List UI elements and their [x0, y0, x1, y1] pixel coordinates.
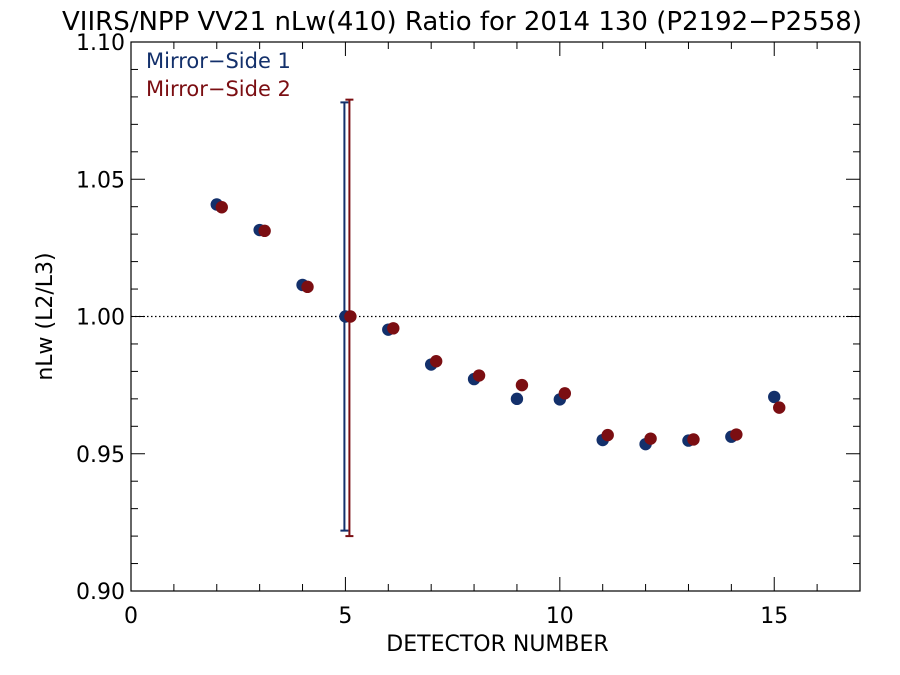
data-point — [730, 428, 743, 441]
data-point — [515, 378, 529, 392]
data-point — [344, 310, 357, 323]
legend: Mirror−Side 1 Mirror−Side 2 — [146, 49, 291, 101]
data-point — [558, 387, 572, 400]
data-point — [601, 428, 614, 442]
y-tick-label: 1.05 — [76, 168, 125, 193]
data-point — [472, 369, 486, 382]
x-tick-label: 10 — [546, 604, 574, 629]
legend-entry-mirror-side-2: Mirror−Side 2 — [146, 77, 291, 101]
data-point — [301, 280, 314, 294]
y-tick-label: 0.90 — [76, 580, 125, 605]
data-point — [510, 392, 524, 406]
y-axis-title: nLw (L2/L3) — [33, 252, 58, 380]
y-tick-label: 0.95 — [76, 443, 125, 468]
y-tick-label: 1.00 — [76, 306, 125, 331]
data-point — [768, 390, 781, 404]
data-point — [387, 322, 400, 335]
data-point — [258, 224, 271, 238]
legend-entry-mirror-side-1: Mirror−Side 1 — [146, 49, 291, 73]
axis-ticks: 0 5 10 15 0.90 0.95 1.00 1.05 1.10 — [76, 31, 860, 629]
x-tick-label: 5 — [338, 604, 352, 629]
data-point — [215, 201, 228, 214]
x-tick-label: 0 — [124, 604, 138, 629]
data-point — [644, 432, 657, 445]
chart-title: VIIRS/NPP VV21 nLw(410) Ratio for 2014 1… — [62, 7, 862, 37]
data-point — [687, 433, 700, 446]
x-tick-label: 15 — [760, 604, 788, 629]
x-axis-title: DETECTOR NUMBER — [386, 632, 608, 657]
data-point — [429, 355, 443, 368]
data-points — [210, 198, 786, 451]
y-tick-label: 1.10 — [76, 31, 125, 56]
data-point — [773, 401, 786, 414]
